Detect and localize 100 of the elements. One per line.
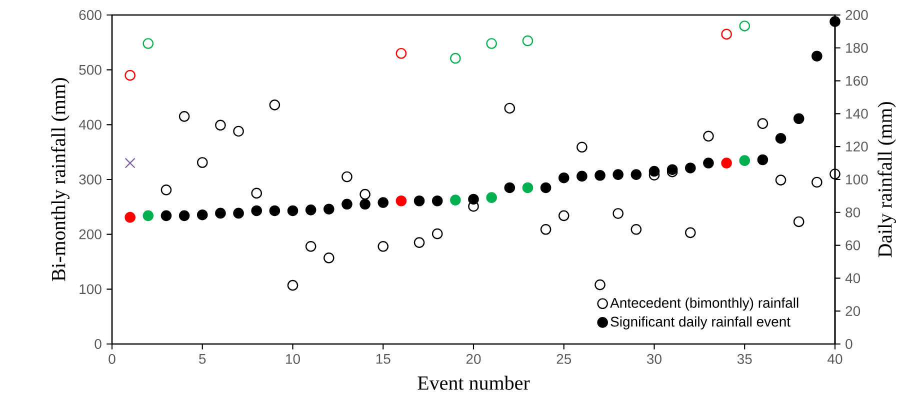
point [721,158,732,168]
point [739,155,750,166]
point [178,210,190,222]
point [432,228,443,240]
point [486,38,497,49]
x-tick-label: 15 [376,354,390,364]
point [196,209,208,220]
y-tick-label: 300 [79,174,102,184]
point [305,204,316,216]
point [233,126,244,137]
y2-axis-title: Daily rainfall (mm) [878,102,896,258]
point [215,120,226,131]
y-tick-label: 200 [79,229,102,240]
point [160,184,172,196]
point [540,224,552,235]
y2-tick-label: 120 [846,142,868,152]
point [124,158,136,168]
y2-tick-label: 60 [846,240,860,250]
y-tick-label: 0 [94,339,102,349]
point [396,195,407,206]
point [612,169,624,180]
y2-tick-label: 180 [846,42,868,53]
point [396,48,407,59]
point [305,240,316,252]
point [196,157,208,168]
point [558,210,570,222]
point [757,154,768,166]
point [324,252,334,264]
x-tick-label: 25 [556,354,572,364]
point [522,182,534,194]
y-tick-label: 400 [78,120,102,130]
point [160,210,172,222]
point [594,170,606,181]
point [342,198,352,210]
point [287,280,298,291]
x-tick-label: 35 [737,354,752,364]
y-axis-title: Bi-monthly rainfall (mm) [51,78,70,282]
point [124,70,136,81]
point [269,100,280,110]
point [468,194,479,205]
y-tick-label: 600 [79,10,102,20]
point [775,132,786,144]
point [775,174,786,186]
point [685,162,696,174]
y-tick-label: 100 [80,284,102,294]
point [504,182,516,194]
point [251,205,262,216]
point [830,16,840,27]
point [142,210,154,222]
point [360,198,370,210]
x-tick-label: 0 [108,354,116,364]
point [486,192,497,203]
point [504,102,516,114]
point [378,197,389,208]
point [540,182,552,194]
point [630,169,642,180]
y2-tick-label: 160 [846,76,868,86]
point [576,170,588,182]
x-tick-label: 30 [646,354,662,364]
point [703,130,714,142]
point [287,205,298,216]
y2-tick-label: 80 [846,207,860,218]
point [721,28,732,40]
point [576,142,588,153]
point [793,216,804,228]
y2-tick-label: 40 [845,273,860,284]
legend-label: Antecedent (bimonthly) rainfall [610,298,798,311]
point [630,224,642,235]
x-tick-label: 20 [466,354,481,364]
x-tick-label: 10 [286,354,300,364]
y2-tick-label: 20 [846,306,860,316]
point [739,20,750,32]
point [251,188,262,199]
x-tick-label: 40 [828,354,842,364]
y2-tick-label: 140 [846,108,868,119]
point [812,50,822,62]
point [450,194,461,206]
point [360,188,370,200]
point [324,204,334,214]
y-tick-label: 500 [79,64,102,75]
x-axis-title: Event number [418,376,530,390]
point [757,118,768,129]
point [178,111,190,122]
point [648,166,660,177]
point [124,212,136,223]
y2-tick-label: 200 [846,10,868,20]
point [215,208,226,219]
point [830,168,840,180]
point [269,205,280,216]
point [342,171,352,182]
point [522,35,534,46]
point [558,172,570,184]
y2-tick-label: 0 [846,339,852,349]
x-tick-label: 5 [199,354,206,364]
point [432,195,443,206]
point [612,208,624,219]
legend-label: Significant daily rainfall event [610,316,790,330]
point [414,237,425,248]
point [594,279,606,290]
point [793,113,804,124]
